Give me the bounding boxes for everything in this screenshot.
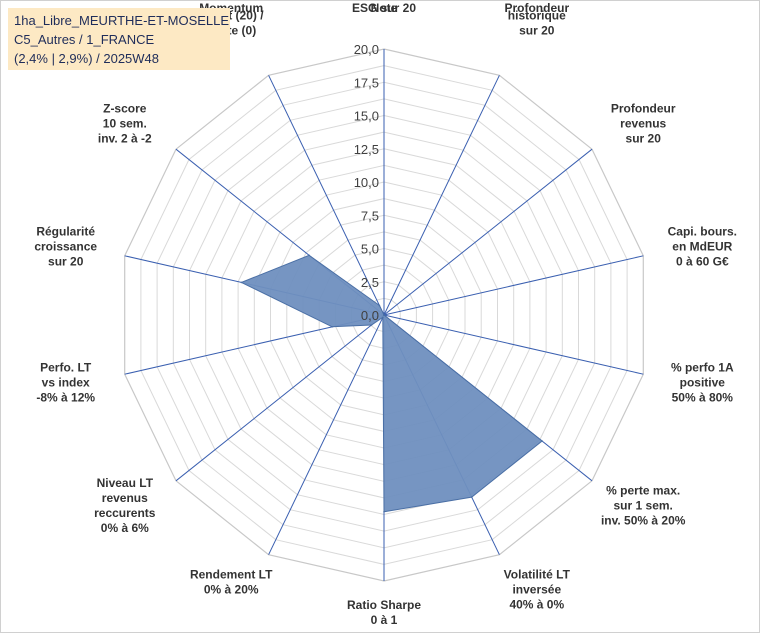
axis-label-line: en MdEUR xyxy=(672,239,732,253)
axis-label-line: Capi. bours. xyxy=(668,224,737,238)
data-point xyxy=(240,281,243,284)
axis-label-line: inv. 2 à -2 xyxy=(98,132,152,146)
axis-label-line: Z-score xyxy=(103,102,147,116)
axis-label-line: sur 20 xyxy=(48,254,84,268)
radial-tick-label: 10,0 xyxy=(354,175,379,190)
axis-label: Ratio Sharpe 0 à 1 xyxy=(347,598,421,627)
data-point xyxy=(370,324,373,326)
radial-tick-label: 2,5 xyxy=(361,275,379,290)
axis-label-line: Profondeur xyxy=(504,1,569,15)
title-line-3: (2,4% | 2,9%) / 2025W48 xyxy=(14,51,160,66)
axis-spoke xyxy=(268,75,385,316)
axis-label: Niveau LT revenus reccurents 0% à 6% xyxy=(94,476,156,535)
data-point xyxy=(378,304,381,307)
axis-label: Profondeur revenus sur 20 xyxy=(611,102,676,146)
axis-label: Capi. bours. en MdEUR 0 à 60 G€ xyxy=(668,224,737,268)
data-point xyxy=(383,511,385,513)
axis-label-line: inv. 50% à 20% xyxy=(601,513,686,527)
chart-title-box: 1ha_Libre_MEURTHE-ET-MOSELLE C5_Autres /… xyxy=(8,8,230,70)
axis-label-line: inversée xyxy=(512,583,561,597)
title-line-2: C5_Autres / 1_FRANCE xyxy=(14,32,155,47)
radial-tick-label: 15,0 xyxy=(354,109,379,124)
radial-tick-label: 20,0 xyxy=(354,42,379,57)
axis-label-line: Profondeur xyxy=(611,102,676,116)
axis-label-line: 10 sem. xyxy=(103,117,147,131)
axis-label: Régularité croissance sur 20 xyxy=(34,224,97,268)
axis-label-line: Niveau LT xyxy=(97,476,154,490)
axis-label-line: positive xyxy=(680,376,726,390)
axis-label-line: Volatilité LT xyxy=(504,568,571,582)
axis-label-line: 0 à 1 xyxy=(371,613,398,627)
axis-label: % perte max. sur 1 sem. inv. 50% à 20% xyxy=(601,483,686,527)
radial-tick-label: 7,5 xyxy=(361,208,379,223)
axis-label-line: 0 à 60 G€ xyxy=(676,254,729,268)
data-point xyxy=(470,496,473,498)
axis-label-line: 50% à 80% xyxy=(672,391,734,405)
axis-label: Profondeur historique sur 20 xyxy=(504,1,569,37)
axis-label-line: Note xyxy=(371,1,398,15)
axis-label-line: % perte max. xyxy=(606,483,680,497)
axis-label-line: sur 20 xyxy=(519,23,555,37)
axis-label: Perfo. LT vs index -8% à 12% xyxy=(36,361,95,405)
data-series-area xyxy=(240,254,543,513)
data-point xyxy=(541,440,543,442)
axis-label-line: revenus xyxy=(102,491,148,505)
data-point xyxy=(308,254,310,257)
radial-tick-label: 12,5 xyxy=(354,142,379,157)
axis-label-line: croissance xyxy=(34,239,97,253)
axis-label-line: % perfo 1A xyxy=(671,361,734,375)
axis-label-line: Perfo. LT xyxy=(40,361,92,375)
axis-label-line: -8% à 12% xyxy=(36,391,95,405)
radial-tick-label: 17,5 xyxy=(354,75,379,90)
axis-label-line: revenus xyxy=(620,117,666,131)
data-point xyxy=(383,314,385,316)
title-line-1: 1ha_Libre_MEURTHE-ET-MOSELLE xyxy=(14,13,230,28)
axis-label-line: Régularité xyxy=(36,224,95,238)
axis-label-line: 40% à 0% xyxy=(509,598,564,612)
axis-spoke xyxy=(383,148,593,316)
axis-spoke xyxy=(383,314,644,375)
data-point xyxy=(382,316,384,319)
axis-spoke xyxy=(383,75,500,316)
axis-label-line: sur 20 xyxy=(626,132,662,146)
axis-label-line: reccurents xyxy=(94,506,156,520)
axis-label: Rendement LT 0% à 20% xyxy=(190,568,273,597)
radial-tick-label: 0,0 xyxy=(361,308,379,323)
axis-label: % perfo 1A positive 50% à 80% xyxy=(671,361,734,405)
axis-label-line: Ratio Sharpe xyxy=(347,598,421,612)
axis-label: NoteESG sur 20 xyxy=(352,1,416,15)
axis-spoke xyxy=(268,314,385,555)
data-point xyxy=(331,326,333,328)
axis-label-line: Rendement LT xyxy=(190,568,273,582)
axis-label-line: sur 1 sem. xyxy=(614,498,673,512)
axis-label-line: ESG sur 20 xyxy=(352,1,416,15)
axis-label-line: vs index xyxy=(42,376,90,390)
axis-label: Z-score 10 sem. inv. 2 à -2 xyxy=(98,102,152,146)
axis-label-line: 0% à 20% xyxy=(204,583,259,597)
axis-label-line: historique xyxy=(508,8,566,22)
radial-tick-label: 5,0 xyxy=(361,242,379,257)
axis-label-line: 0% à 6% xyxy=(101,521,149,535)
axis-spoke xyxy=(383,255,644,316)
axis-spoke xyxy=(175,314,385,482)
axis-label: Volatilité LT inversée 40% à 0% xyxy=(504,568,571,612)
